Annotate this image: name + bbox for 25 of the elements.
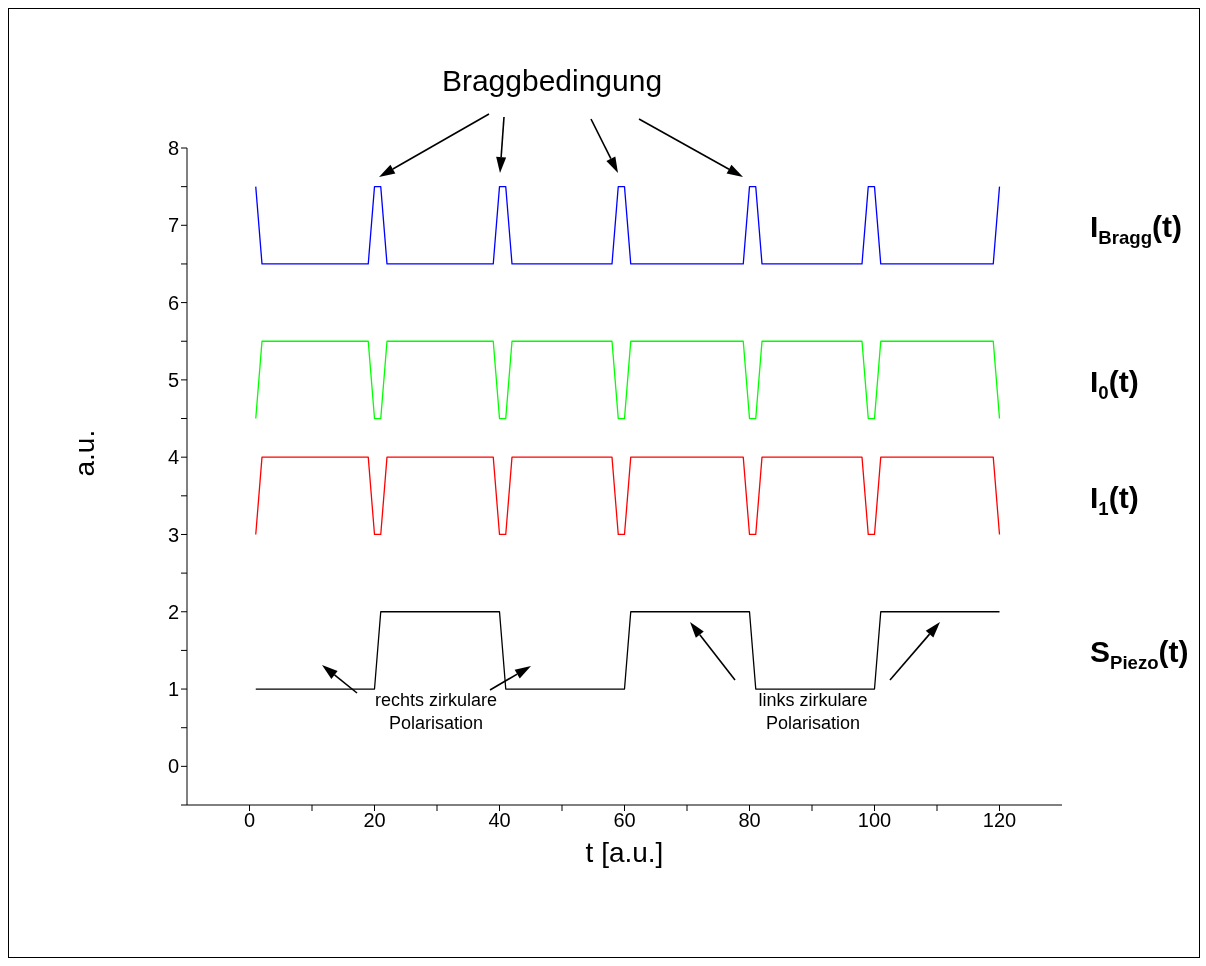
y-axis-title: a.u. <box>68 429 100 477</box>
text: I$_{Bragg}$(t) <box>1090 210 1183 248</box>
annotation: links zirkulare Polarisation <box>758 690 868 733</box>
y-tick-label: 3 <box>167 523 179 546</box>
y-tick-label: 7 <box>167 214 179 237</box>
text: S$_{Piezo}$(t) <box>1090 635 1189 674</box>
y-tick-label: 1 <box>167 678 179 701</box>
x-tick-label: 20 <box>363 809 386 832</box>
y-tick-label: 4 <box>167 446 179 469</box>
x-axis-title: t [a.u.] <box>585 837 664 868</box>
y-tick-label: 5 <box>167 368 179 391</box>
y-tick-label: 2 <box>167 600 179 623</box>
x-tick-label: 0 <box>243 809 256 832</box>
x-tick-label: 120 <box>982 809 1017 832</box>
y-tick-label: 8 <box>167 137 179 160</box>
x-tick-label: 80 <box>738 809 761 832</box>
y-tick-label: 6 <box>167 291 179 314</box>
text: I$_{1}$(t) <box>1090 480 1139 519</box>
x-tick-label: 60 <box>613 809 636 832</box>
x-tick-label: 40 <box>488 809 511 832</box>
annotation: rechts zirkulare Polarisation <box>374 690 498 733</box>
y-tick-label: 0 <box>167 755 179 778</box>
text: I$_{0}$(t) <box>1090 364 1139 403</box>
x-tick-label: 100 <box>857 809 892 832</box>
text: Braggbedingung <box>441 64 663 97</box>
